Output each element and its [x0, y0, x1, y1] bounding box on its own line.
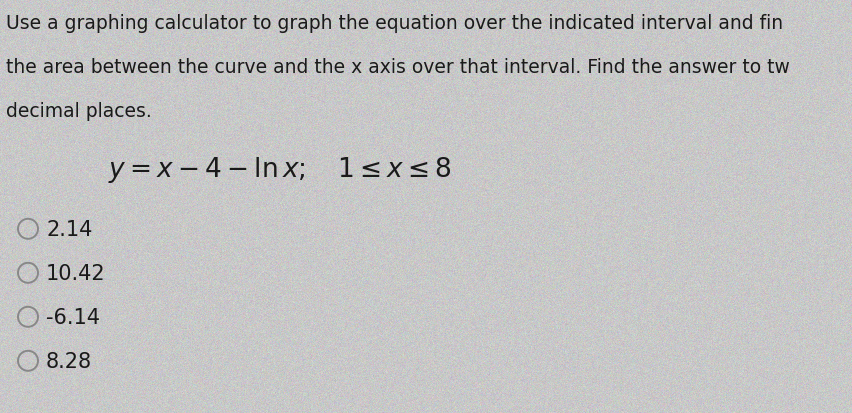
Text: decimal places.: decimal places. — [6, 102, 152, 121]
Text: the area between the curve and the x axis over that interval. Find the answer to: the area between the curve and the x axi… — [6, 58, 790, 77]
Text: 10.42: 10.42 — [46, 263, 106, 283]
Text: 2.14: 2.14 — [46, 219, 92, 239]
Text: $y = x - 4 - \ln x;\ \ \ 1 \leq x \leq 8$: $y = x - 4 - \ln x;\ \ \ 1 \leq x \leq 8… — [108, 154, 452, 184]
Text: Use a graphing calculator to graph the equation over the indicated interval and : Use a graphing calculator to graph the e… — [6, 14, 783, 33]
Text: -6.14: -6.14 — [46, 307, 100, 327]
Text: 8.28: 8.28 — [46, 351, 92, 371]
